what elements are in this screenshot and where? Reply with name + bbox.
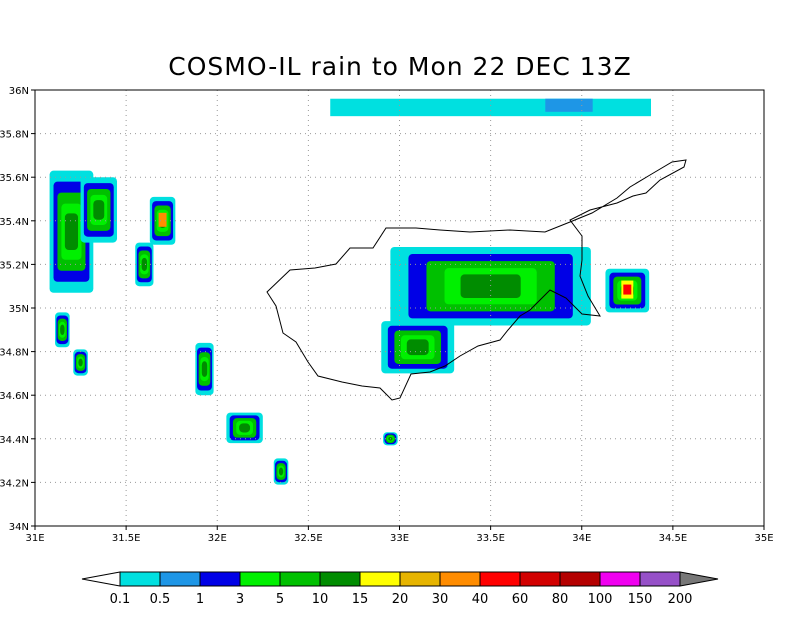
latitude-labels: 36N 35.8N 35.6N 35.4N 35.2N 35N 34.8N 34.6N 34.4…	[0, 86, 29, 533]
lon-label: 34E	[572, 533, 591, 544]
rain-area-north-strip	[330, 98, 652, 117]
rain-area-west-small-3-level-4	[60, 324, 65, 336]
lat-label: 35.4N	[0, 217, 29, 228]
rain-area-mid-3-level-4	[278, 467, 284, 476]
lat-label: 36N	[9, 86, 29, 97]
lat-label: 34.4N	[0, 435, 29, 446]
colorbar-label: 10	[312, 592, 329, 607]
colorbar-swatch	[479, 571, 521, 587]
lon-label: 31E	[25, 533, 44, 544]
colorbar-label: 5	[276, 592, 284, 607]
colorbar-label: 30	[432, 592, 449, 607]
colorbar-label: 40	[472, 592, 489, 607]
lat-label: 34N	[9, 522, 29, 533]
colorbar-swatch	[159, 571, 201, 587]
colorbar-label: 0.1	[110, 592, 131, 607]
colorbar-label: 60	[512, 592, 529, 607]
graticule	[31, 89, 765, 530]
rain-area-west-band-1-level-4	[64, 213, 79, 251]
lon-label: 34.5E	[659, 533, 688, 544]
colorbar-label: 150	[628, 592, 653, 607]
colorbar-swatch	[239, 571, 281, 587]
rain-core-west-orange	[158, 212, 167, 227]
colorbar-label: 80	[552, 592, 569, 607]
colorbar-over-arrow	[679, 571, 719, 587]
colorbar-swatch	[399, 571, 441, 587]
map-title: COSMO-IL rain to Mon 22 DEC 13Z	[168, 52, 632, 81]
colorbar-swatch	[199, 571, 241, 587]
colorbar-swatch	[439, 571, 481, 587]
colorbar-swatch	[519, 571, 561, 587]
colorbar-label: 1	[196, 592, 204, 607]
rain-area-north-strip-core	[545, 98, 593, 112]
lon-label: 32.5E	[294, 533, 323, 544]
rain-area-west-small-2-level-4	[78, 358, 83, 367]
lat-label: 34.2N	[0, 478, 29, 489]
colorbar-label: 200	[668, 592, 693, 607]
lon-label: 32E	[208, 533, 227, 544]
colorbar-swatch	[599, 571, 641, 587]
colorbar-label: 20	[392, 592, 409, 607]
rain-field	[49, 98, 652, 485]
rain-area-mid-2-level-4	[239, 423, 251, 433]
lat-label: 35.8N	[0, 130, 29, 141]
lat-label: 35.2N	[0, 260, 29, 271]
lat-label: 35N	[9, 304, 29, 315]
rain-area-west-band-2-level-4	[93, 200, 105, 220]
colorbar-swatch	[119, 571, 161, 587]
lon-label: 31.5E	[112, 533, 141, 544]
rain-area-cyprus-south-level-4	[406, 339, 429, 356]
lon-label: 33E	[390, 533, 409, 544]
colorbar-label: 3	[236, 592, 244, 607]
rain-area-west-small-1-level-4	[141, 257, 148, 271]
colorbar-swatch	[319, 571, 361, 587]
longitude-labels: 31E 31.5E 32E 32.5E 33E 33.5E 34E 34.5E 35E	[25, 533, 773, 544]
lon-label: 35E	[754, 533, 773, 544]
colorbar-label: 0.5	[150, 592, 171, 607]
rain-area-mid-1-level-4	[201, 361, 208, 377]
lat-label: 34.8N	[0, 348, 29, 359]
cyprus-coastline	[266, 159, 687, 401]
plot-frame	[34, 89, 765, 527]
colorbar-swatch	[639, 571, 681, 587]
colorbar-label: 15	[352, 592, 369, 607]
colorbar-under-arrow	[81, 571, 121, 587]
lat-label: 35.6N	[0, 173, 29, 184]
lon-label: 33.5E	[476, 533, 505, 544]
colorbar: 0.1 0.5 1 3 5 10 15 20 30 40 60 80 100 150 200	[81, 571, 719, 607]
colorbar-label: 100	[588, 592, 613, 607]
colorbar-swatch	[559, 571, 601, 587]
colorbar-swatch	[279, 571, 321, 587]
rain-core-east-red	[623, 284, 632, 295]
colorbar-swatch	[359, 571, 401, 587]
rain-area-cyprus-main-level-4	[460, 274, 521, 298]
lat-label: 34.6N	[0, 391, 29, 402]
